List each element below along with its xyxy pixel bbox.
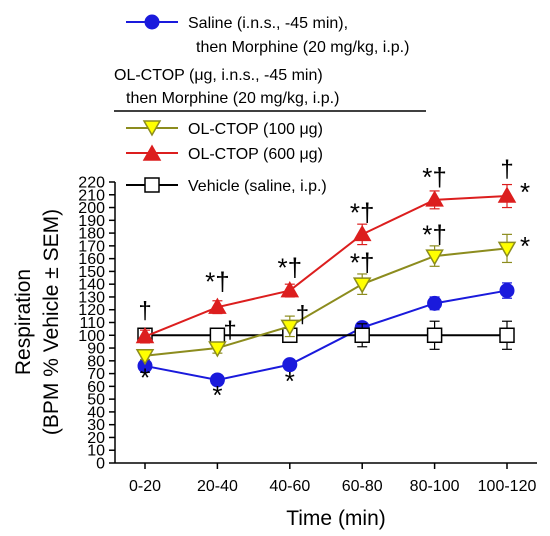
saline-point xyxy=(427,295,443,311)
legend-ctop100-label: OL-CTOP (100 μg) xyxy=(188,121,323,138)
annotation-mark: *† xyxy=(422,162,447,192)
y-tick-label: 10 xyxy=(87,443,105,460)
annotation-mark: * xyxy=(140,362,150,392)
legend-group-label-1: OL-CTOP (μg, i.n.s., -45 min) xyxy=(114,67,323,84)
annotation-mark: † xyxy=(296,302,309,329)
legend-vehicle-marker xyxy=(144,177,160,193)
y-tick-label: 200 xyxy=(78,200,105,217)
ctop600-point xyxy=(497,186,517,203)
ctop100-point xyxy=(425,249,444,266)
y-tick-label: 40 xyxy=(87,404,105,421)
annotation-mark: * xyxy=(520,231,530,261)
y-tick-label: 60 xyxy=(87,379,105,396)
legend-group-label-2: then Morphine (20 mg/kg, i.p.) xyxy=(126,90,339,107)
legend-saline-label-1: Saline (i.n.s., -45 min), xyxy=(188,15,348,32)
ctop100-series-line xyxy=(144,247,508,357)
y-tick-label: 150 xyxy=(78,264,105,281)
significance-annotations: *†**††**††*†*†*†*††** xyxy=(138,156,530,410)
y-tick-label: 20 xyxy=(87,430,105,447)
legend-saline-label-2: then Morphine (20 mg/kg, i.p.) xyxy=(196,39,409,56)
y-tick-label: 160 xyxy=(78,251,105,268)
ctop100-point xyxy=(208,341,227,358)
annotation-mark: *† xyxy=(422,219,447,249)
y-tick-label: 70 xyxy=(87,366,105,383)
x-tick-label: 80-100 xyxy=(410,478,460,495)
x-tick-label: 100-120 xyxy=(478,478,537,495)
annotation-mark: *† xyxy=(278,253,303,283)
x-axis-title: Time (min) xyxy=(286,507,386,530)
annotation-mark: † xyxy=(138,298,151,325)
y-tick-label: 110 xyxy=(79,315,105,332)
y-tick-label: 80 xyxy=(87,353,105,370)
annotation-mark: † xyxy=(223,317,236,344)
annotation-mark: * xyxy=(520,177,530,207)
ctop600-point xyxy=(352,224,372,242)
ctop100-point xyxy=(352,277,372,294)
y-tick-label: 210 xyxy=(78,187,105,204)
y-tick-label: 0 xyxy=(96,456,105,473)
y-tick-label: 120 xyxy=(78,302,105,319)
y-tick-label: 100 xyxy=(78,328,105,345)
plot-area xyxy=(135,183,517,388)
ctop600-point xyxy=(208,297,227,314)
y-tick-label: 140 xyxy=(78,277,105,294)
ctop600-series-line xyxy=(144,195,508,338)
vehicle-point xyxy=(209,327,226,344)
vehicle-point xyxy=(426,327,443,344)
legend-ctop100-marker xyxy=(142,120,162,137)
x-tick-label: 20-40 xyxy=(197,478,238,495)
saline-point xyxy=(282,357,298,373)
annotation-mark: † xyxy=(500,156,513,183)
y-tick-label: 130 xyxy=(78,289,105,306)
annotation-mark: * xyxy=(285,366,295,396)
saline-point xyxy=(499,283,515,299)
vehicle-point xyxy=(354,327,370,344)
y-tick-label: 220 xyxy=(78,175,105,192)
saline-point xyxy=(209,372,225,388)
legend-ctop600-marker xyxy=(142,144,162,161)
vehicle-point xyxy=(499,327,515,344)
x-tick-label: 0-20 xyxy=(129,478,161,495)
legend-saline-marker xyxy=(144,14,160,30)
y-tick-label: 50 xyxy=(87,392,105,409)
legend: Saline (i.n.s., -45 min), then Morphine … xyxy=(114,14,426,195)
ctop100-point xyxy=(135,348,155,366)
ctop100-point xyxy=(280,319,300,336)
ctop600-point xyxy=(135,327,155,344)
x-tick-label: 60-80 xyxy=(342,478,383,495)
legend-ctop600-label: OL-CTOP (600 μg) xyxy=(188,146,323,163)
y-axis-title-line2: (BPM % Vehicle ± SEM) xyxy=(40,209,63,435)
annotation-mark: *† xyxy=(205,267,230,297)
annotation-mark: *† xyxy=(350,198,375,228)
ctop100-point xyxy=(497,241,517,258)
y-tick-label: 90 xyxy=(87,341,105,358)
ctop600-point xyxy=(425,190,444,207)
saline-series-line xyxy=(144,289,508,381)
y-axis-title-line1: Respiration xyxy=(12,269,35,375)
x-tick-label: 40-60 xyxy=(269,478,310,495)
y-tick-label: 190 xyxy=(78,213,105,230)
y-tick-label: 170 xyxy=(78,238,105,255)
ctop600-point xyxy=(280,281,300,298)
axes: 0102030405060708090100110120130140150160… xyxy=(78,175,537,495)
legend-vehicle-label: Vehicle (saline, i.p.) xyxy=(188,178,327,195)
y-tick-label: 30 xyxy=(87,417,105,434)
annotation-mark: * xyxy=(212,380,222,410)
y-tick-label: 180 xyxy=(78,226,105,243)
annotation-mark: *† xyxy=(350,247,375,277)
